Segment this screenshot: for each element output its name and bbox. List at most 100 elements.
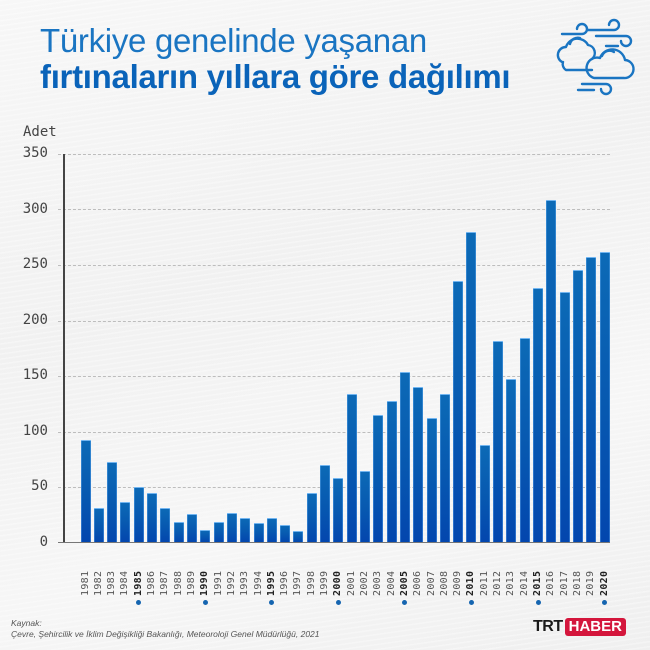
x-tick-2018: 2018 (571, 552, 585, 598)
x-tick-label: 2016 (545, 570, 557, 596)
y-axis-line (63, 154, 65, 543)
x-tick-2002: 2002 (358, 552, 372, 598)
x-tick-label: 2011 (478, 570, 490, 596)
x-tick-1981: 1981 (79, 552, 93, 598)
x-tick-label: 2004 (385, 570, 397, 596)
bar-1982 (93, 507, 104, 542)
x-tick-2003: 2003 (371, 552, 385, 598)
x-tick-label: 2007 (425, 570, 437, 596)
bar-1994 (253, 523, 264, 542)
bar-1993 (240, 517, 251, 542)
x-tick-label: 1994 (252, 570, 264, 596)
trt-haber-logo: TRT HABER (533, 618, 626, 636)
bar-1983 (107, 462, 118, 542)
highlight-dot (335, 600, 341, 605)
gridline (58, 265, 610, 266)
bar-2010 (466, 232, 477, 542)
bar-2012 (493, 341, 504, 542)
clouds-wind-icon (556, 18, 635, 96)
x-tick-2012: 2012 (491, 552, 505, 598)
x-tick-2000: 2000 (331, 552, 345, 598)
y-tick-label: 50 (31, 478, 48, 494)
y-axis-label: Adet (23, 124, 57, 140)
x-tick-1998: 1998 (305, 552, 319, 598)
bar-1997 (293, 530, 304, 542)
x-tick-label: 1992 (225, 570, 237, 596)
x-tick-label: 1985 (132, 570, 144, 596)
bar-2020 (599, 252, 610, 542)
x-tick-label: 1981 (79, 570, 91, 596)
x-tick-1986: 1986 (145, 552, 159, 598)
x-tick-label: 1995 (265, 570, 277, 596)
x-tick-label: 1984 (119, 570, 131, 596)
x-tick-label: 2015 (532, 570, 544, 596)
x-tick-label: 2006 (412, 570, 424, 596)
gridline (58, 432, 610, 433)
gridline (58, 154, 610, 155)
x-tick-label: 2013 (505, 570, 517, 596)
bar-1986 (147, 493, 158, 542)
x-tick-2010: 2010 (464, 552, 478, 598)
x-tick-label: 1999 (319, 570, 331, 596)
x-tick-label: 2005 (398, 570, 410, 596)
chart-title-line2: fırtınaların yıllara göre dağılımı (40, 58, 511, 95)
bar-2017 (559, 292, 570, 542)
bar-2008 (439, 394, 450, 542)
bar-2015 (533, 287, 544, 542)
bar-1987 (160, 507, 171, 542)
x-tick-2011: 2011 (478, 552, 492, 598)
x-tick-label: 2003 (372, 570, 384, 596)
bar-2014 (519, 337, 530, 542)
bar-1991 (213, 522, 224, 542)
bar-2019 (586, 256, 597, 542)
highlight-dot (602, 600, 608, 605)
x-tick-2017: 2017 (558, 552, 572, 598)
y-tick-label: 250 (22, 256, 48, 272)
x-tick-label: 2017 (558, 570, 570, 596)
x-tick-1996: 1996 (278, 552, 292, 598)
bar-1989 (186, 514, 197, 542)
x-tick-label: 2001 (345, 570, 357, 596)
x-tick-label: 2014 (518, 570, 530, 596)
bar-2016 (546, 200, 557, 542)
x-tick-label: 2012 (492, 570, 504, 596)
highlight-dot (202, 600, 208, 605)
x-tick-label: 2002 (359, 570, 370, 596)
bar-1981 (80, 439, 91, 542)
bar-1985 (133, 486, 144, 542)
x-tick-1992: 1992 (225, 552, 239, 598)
x-tick-2015: 2015 (531, 552, 545, 598)
x-tick-label: 1986 (146, 570, 158, 596)
x-tick-label: 2000 (332, 570, 344, 596)
bar-2018 (572, 270, 583, 542)
x-tick-label: 2008 (438, 570, 450, 596)
highlight-dot (402, 600, 408, 605)
highlight-dot (468, 600, 474, 605)
bar-1995 (266, 517, 277, 542)
x-tick-1991: 1991 (212, 552, 226, 598)
gridline (58, 321, 610, 322)
x-tick-1988: 1988 (172, 552, 186, 598)
bar-2001 (346, 394, 357, 542)
x-tick-label: 1997 (292, 570, 304, 596)
x-tick-2007: 2007 (425, 552, 439, 598)
y-tick-label: 300 (22, 200, 48, 217)
x-tick-label: 1987 (159, 570, 171, 596)
y-tick-label: 200 (22, 311, 48, 328)
x-tick-2014: 2014 (518, 552, 532, 598)
gridline (58, 209, 610, 210)
bar-2007 (426, 417, 437, 542)
logo-haber: HABER (564, 618, 626, 636)
x-tick-2008: 2008 (438, 552, 452, 598)
bar-2004 (386, 401, 397, 542)
highlight-dot (136, 600, 142, 605)
y-tick-label: 0 (39, 533, 48, 550)
x-tick-2016: 2016 (544, 552, 558, 598)
x-tick-1983: 1983 (105, 552, 119, 598)
x-tick-1997: 1997 (291, 552, 305, 598)
y-tick-label: 350 (22, 145, 48, 161)
x-tick-2020: 2020 (598, 552, 612, 598)
bar-1992 (226, 513, 237, 542)
x-tick-label: 1998 (305, 570, 317, 596)
bar-2005 (399, 372, 410, 542)
